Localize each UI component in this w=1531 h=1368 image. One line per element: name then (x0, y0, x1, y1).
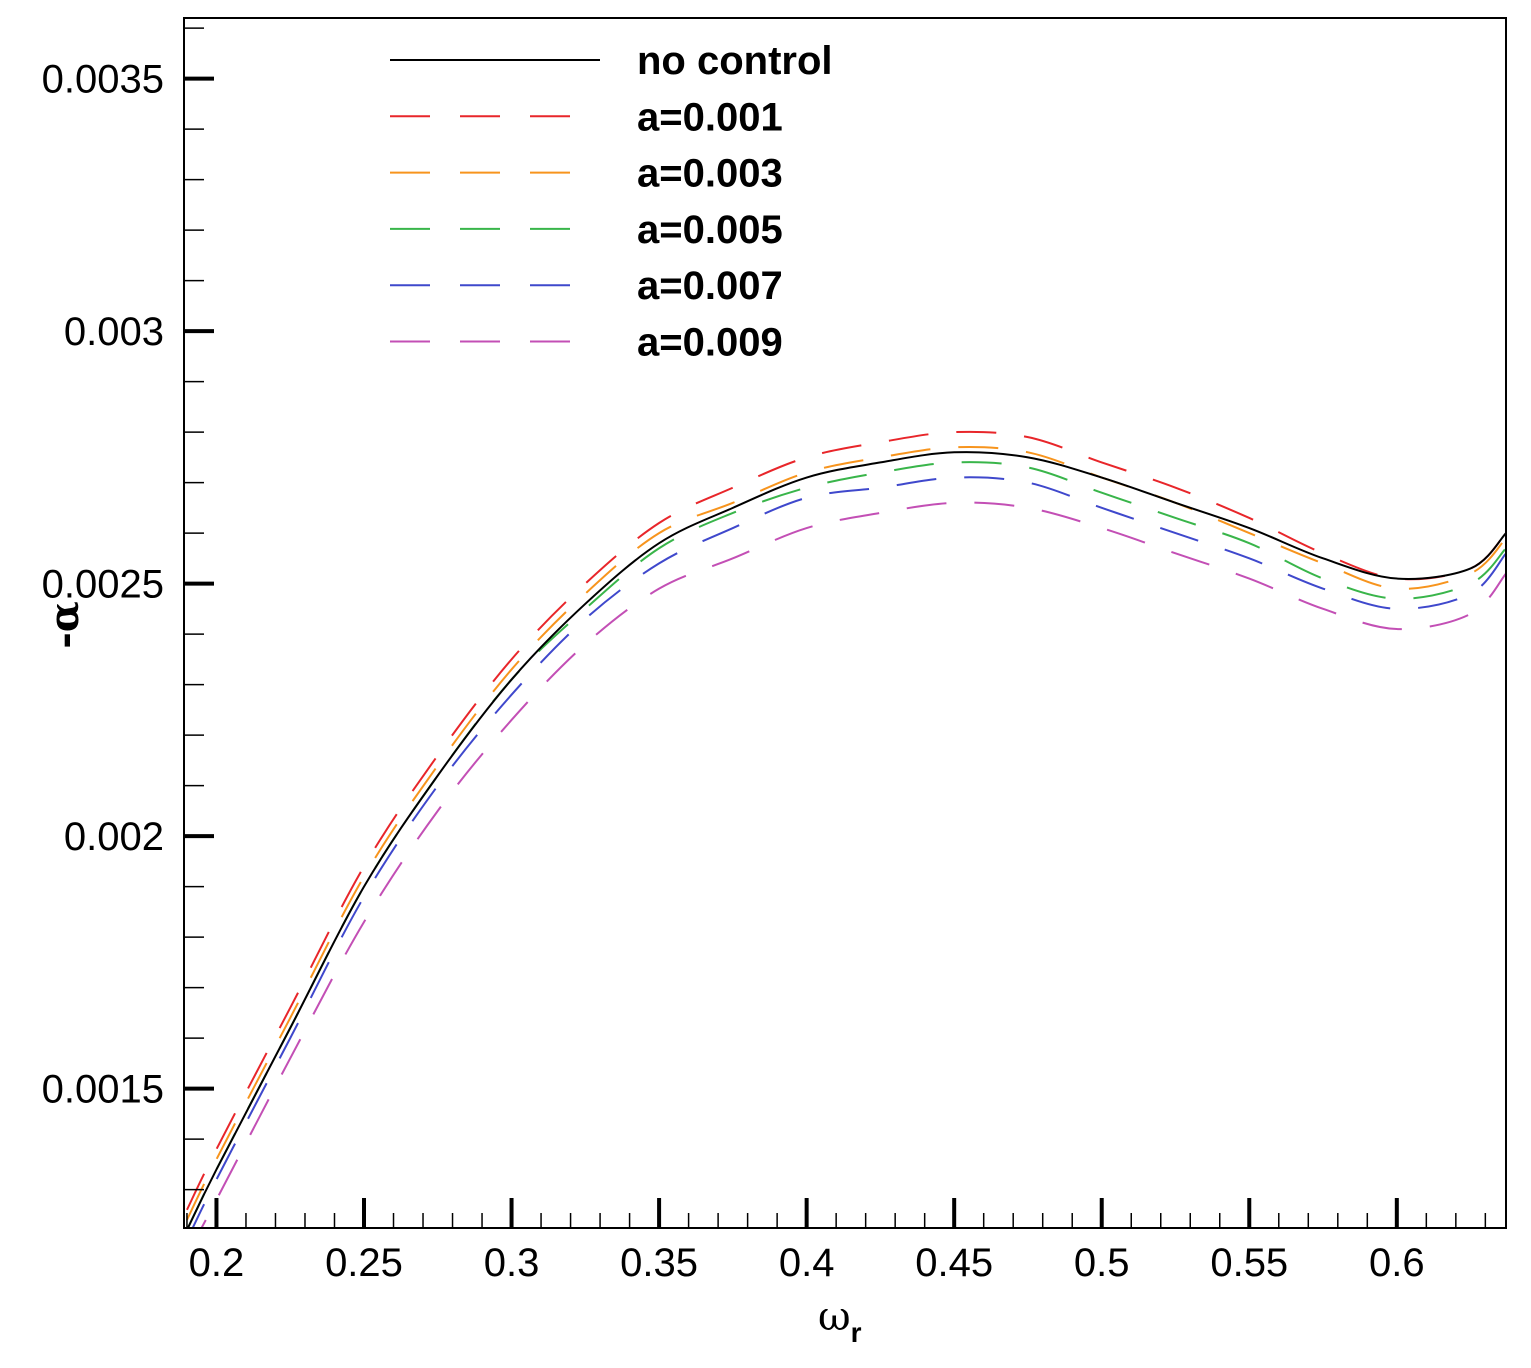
series-line-a-0-009 (200, 501, 1506, 1228)
x-tick-label: 0.55 (1210, 1241, 1288, 1285)
y-tick-label: 0.0015 (42, 1068, 164, 1112)
y-tick-label: 0.002 (64, 815, 164, 859)
x-tick-label: 0.4 (779, 1241, 835, 1285)
series-line-a-0-005 (186, 461, 1506, 1228)
legend-label-a-0-009: a=0.009 (637, 321, 783, 365)
y-tick-label: 0.0035 (42, 58, 164, 102)
x-axis-label-sub: r (851, 1317, 862, 1348)
x-tick-label: 0.2 (189, 1241, 245, 1285)
legend-label-a-0-003: a=0.003 (637, 152, 783, 196)
x-tick-label: 0.35 (620, 1241, 698, 1285)
series-line-a-0-003 (186, 445, 1506, 1221)
legend: no control a=0.001 a=0.003 a=0.005 a=0.007 a=… (390, 39, 833, 365)
x-tick-label: 0.3 (484, 1241, 540, 1285)
legend-label-a-0-001: a=0.001 (637, 95, 783, 139)
x-tick-label: 0.25 (325, 1241, 403, 1285)
series-line-a-0-007 (191, 476, 1506, 1228)
series-line-no-control (186, 451, 1506, 1228)
legend-label-a-0-007: a=0.007 (637, 264, 783, 308)
x-tick-label: 0.45 (915, 1241, 993, 1285)
legend-label-no-control: no control (637, 39, 833, 83)
x-tick-label: 0.6 (1369, 1241, 1425, 1285)
y-tick-label: 0.0025 (42, 563, 164, 607)
series-layer (186, 430, 1506, 1228)
series-line-a-0-001 (186, 430, 1506, 1211)
y-tick-label: 0.003 (64, 310, 164, 354)
x-axis-label: ωr (818, 1294, 862, 1348)
legend-label-a-0-005: a=0.005 (637, 208, 783, 252)
y-axis-label: -α (41, 601, 88, 648)
plot-frame (183, 17, 1507, 1229)
axes-layer: 0.2 0.25 0.3 0.35 0.4 0.45 0.5 0.55 0.6 0.0015 0.0… (42, 27, 1487, 1285)
x-tick-label: 0.5 (1074, 1241, 1130, 1285)
